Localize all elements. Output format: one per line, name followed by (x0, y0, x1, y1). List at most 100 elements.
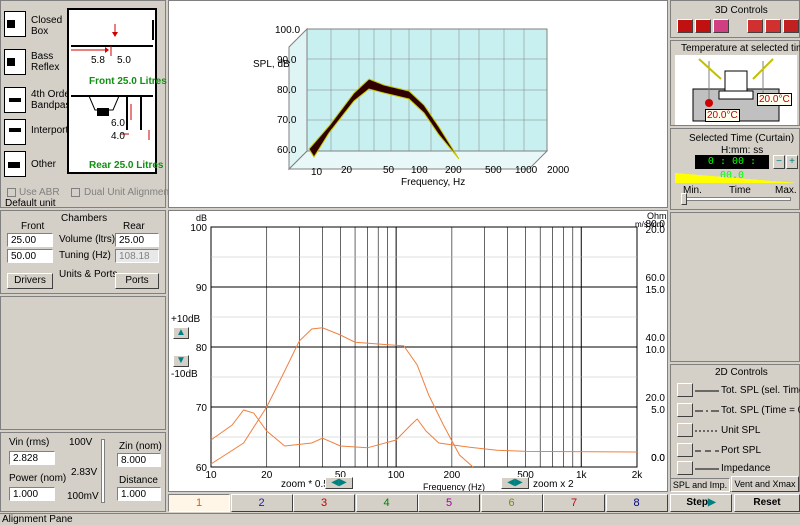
selected-time-panel: Selected Time (Curtain) H:mm: ss 0 : 00 … (670, 128, 800, 210)
x-tick-label-200: 200 (444, 470, 461, 481)
minus-10db-button[interactable]: ▼ (173, 355, 189, 367)
interport-icon[interactable] (4, 119, 26, 145)
y-tick-label-60: 60 (196, 463, 208, 474)
alignment-tab-4[interactable]: 4 (355, 494, 418, 512)
view-rotate-right-icon[interactable] (695, 19, 711, 33)
bandpass-4th-label[interactable]: 4th Order Bandpass (31, 89, 76, 111)
power-input[interactable]: 1.000 (9, 487, 55, 501)
x-tick-label-10: 10 (205, 470, 217, 481)
x-tick-label-1k: 1k (576, 470, 588, 481)
legend-unit-spl-icon[interactable] (677, 423, 693, 437)
plot3d-panel: SPL, dB 100.0 90.0 80.0 70.0 60.0 10 20 … (168, 0, 668, 208)
volume-label: Volume (ltrs) (59, 234, 116, 245)
bandpass-4th-icon[interactable] (4, 87, 26, 113)
zoom-half-button[interactable]: ◀▶ (325, 477, 353, 489)
enclosure-diagram-drawing (71, 20, 154, 140)
alignment-tab-8[interactable]: 8 (605, 494, 668, 512)
tab-spl-imp[interactable]: SPL and Imp. (670, 478, 730, 492)
drivers-button[interactable]: Drivers (7, 273, 53, 289)
use-abr-checkbox[interactable] (7, 188, 16, 197)
reset-button[interactable]: Reset (734, 494, 800, 512)
zoom-double-label: zoom x 2 (533, 479, 574, 490)
right-ohms-tick-3: 20.0 (646, 393, 666, 404)
x-tick-label-2k: 2k (632, 470, 644, 481)
distance-label: Distance (119, 475, 158, 486)
alignment-tab-1[interactable]: 1 (168, 494, 230, 512)
minus-10db-label: -10dB (171, 369, 198, 380)
view-rotate-left-icon[interactable] (677, 19, 693, 33)
bass-reflex-label[interactable]: Bass Reflex (31, 51, 60, 73)
legend-port-spl-icon[interactable] (677, 443, 693, 457)
vin-input[interactable]: 2.828 (9, 451, 55, 465)
plot2d-panel: 100 90 80 70 60 dB 10 20 50 100 200 500 1k 2k Frequenc… (168, 210, 668, 492)
closed-box-label[interactable]: Closed Box (31, 15, 63, 37)
alignment-tab-7[interactable]: 7 (543, 494, 605, 512)
tab-vent-xmax[interactable]: Vent and Xmax (731, 476, 799, 492)
status-bar: Alignment Pane (0, 513, 800, 525)
front-tuning-input[interactable]: 50.00 (7, 249, 53, 263)
plus-10db-button[interactable]: ▲ (173, 327, 189, 339)
legend-total-spl-zero-icon[interactable] (677, 403, 693, 417)
distance-input[interactable]: 1.000 (117, 487, 161, 501)
rear-tuning-input[interactable]: 108.18 (115, 249, 159, 263)
front-volume-input[interactable]: 25.00 (7, 233, 53, 247)
blank-right-panel (670, 212, 800, 362)
temperature-title: Temperature at selected time (681, 43, 800, 54)
series-line-0 (210, 327, 474, 468)
voltage-slider[interactable] (101, 439, 105, 503)
closed-box-icon[interactable] (4, 11, 26, 37)
time-slider-track[interactable] (681, 197, 791, 201)
diagram-dim-5-0: 5.0 (117, 55, 131, 66)
plot3d-ytick-100: 100.0 (275, 25, 301, 36)
legend-impedance-icon[interactable] (677, 461, 693, 475)
zoom-double-button[interactable]: ◀▶ (501, 477, 529, 489)
legend-total-spl-sel-icon[interactable] (677, 383, 693, 397)
ports-button[interactable]: Ports (115, 273, 159, 289)
zin-input[interactable]: 8.000 (117, 453, 161, 467)
chambers-title: Chambers (61, 213, 108, 224)
rear-volume-input[interactable]: 25.00 (115, 233, 159, 247)
other-icon[interactable] (4, 151, 26, 177)
y-tick-label-80: 80 (196, 343, 208, 354)
other-label[interactable]: Other (31, 159, 57, 170)
controls2d-panel: 2D Controls Tot. SPL (sel. Time) Tot. SP… (670, 364, 800, 492)
plot3d-xtick-10: 10 (311, 167, 323, 178)
plot3d-svg (287, 27, 549, 171)
default-unit-label: Default unit (5, 198, 56, 209)
status-bar-text: Alignment Pane (2, 514, 73, 525)
alignment-tab-5[interactable]: 5 (418, 494, 480, 512)
y-tick-label-100: 100 (190, 223, 207, 234)
view-zoom-in-icon[interactable] (747, 19, 763, 33)
time-decrement-icon[interactable]: − (773, 155, 785, 169)
step-arrow-icon: ▶ (707, 497, 716, 508)
alignment-tab-3[interactable]: 3 (293, 494, 355, 512)
plot3d-xtick-50: 50 (383, 165, 395, 176)
controls3d-panel: 3D Controls (670, 0, 800, 38)
bass-reflex-icon[interactable] (4, 49, 26, 75)
right-axis-title: Ohms (647, 211, 667, 221)
right-axis-title2: m/s mm (635, 220, 664, 229)
alignment-tab-6[interactable]: 6 (480, 494, 543, 512)
x-tick-label-20: 20 (261, 470, 273, 481)
controls2d-title: 2D Controls (715, 367, 768, 378)
right-ohms-tick-4: 0.0 (651, 453, 665, 464)
y-axis-label: dB (196, 213, 207, 223)
time-ramp (675, 173, 797, 183)
plot3d-xtick-2000: 2000 (547, 165, 570, 176)
dual-unit-checkbox[interactable] (71, 188, 80, 197)
alignment-tab-2[interactable]: 2 (230, 494, 293, 512)
interport-label[interactable]: Interport (31, 125, 69, 136)
time-axis-label: Time (729, 185, 751, 196)
step-button[interactable]: Step▶ (670, 494, 732, 512)
view-zoom-out-icon[interactable] (765, 19, 781, 33)
blank-left-panel (0, 296, 166, 430)
view-tilt-icon[interactable] (713, 19, 729, 33)
plus-10db-label: +10dB (171, 314, 201, 325)
temp-left-value: 20.0°C (705, 109, 740, 122)
time-display: 0 : 00 : 00.0 (695, 155, 769, 181)
right-mm-tick-2: 10.0 (646, 345, 666, 356)
time-slider-thumb[interactable] (681, 193, 687, 205)
series-line-1 (210, 409, 638, 453)
view-reset-icon[interactable] (783, 19, 799, 33)
time-increment-icon[interactable]: + (786, 155, 798, 169)
